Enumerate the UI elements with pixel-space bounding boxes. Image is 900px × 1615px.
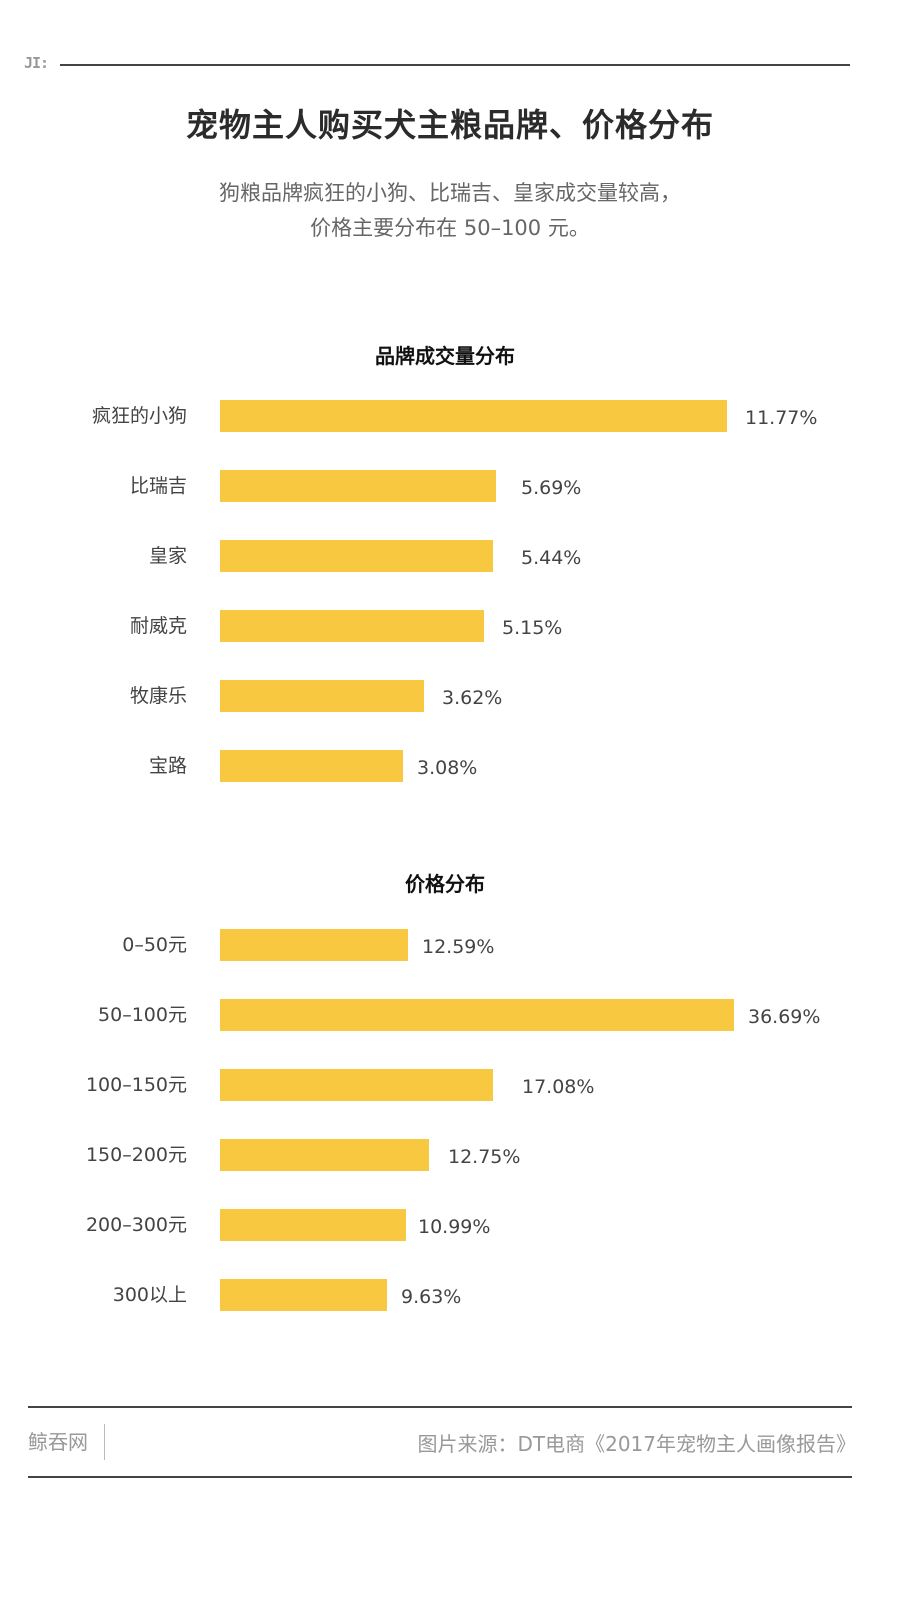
category-label: 牧康乐 <box>129 685 187 707</box>
page-title: 宠物主人购买犬主粮品牌、价格分布 <box>185 106 714 144</box>
bar <box>220 680 424 712</box>
footer-bottom-divider <box>28 1476 852 1478</box>
value-label: 11.77% <box>745 407 818 429</box>
category-label: 200–300元 <box>85 1214 187 1236</box>
chart-row: 疯狂的小狗 11.77% <box>0 400 900 432</box>
value-label: 5.69% <box>521 477 582 499</box>
bar <box>220 750 403 782</box>
chart-row: 150–200元 12.75% <box>0 1139 900 1171</box>
category-label: 宝路 <box>148 755 187 777</box>
bar <box>220 540 493 572</box>
chart-row: 皇家 5.44% <box>0 540 900 572</box>
value-label: 5.44% <box>521 547 582 569</box>
bar <box>220 400 727 432</box>
category-label: 50–100元 <box>98 1004 187 1026</box>
bar <box>220 1139 429 1171</box>
chart-row: 0–50元 12.59% <box>0 929 900 961</box>
brand-chart-title: 品牌成交量分布 <box>375 344 515 368</box>
bar <box>220 929 408 961</box>
value-label: 3.08% <box>417 757 478 779</box>
category-label: 耐威克 <box>129 615 187 637</box>
chart-row: 200–300元 10.99% <box>0 1209 900 1241</box>
category-label: 皇家 <box>148 545 187 567</box>
value-label: 3.62% <box>442 687 503 709</box>
footer-top-divider <box>28 1406 852 1408</box>
subtitle: 狗粮品牌疯狂的小狗、比瑞吉、皇家成交量较高， 价格主要分布在 50–100 元。 <box>0 176 900 246</box>
bar <box>220 1209 406 1241</box>
value-label: 36.69% <box>748 1006 821 1028</box>
value-label: 12.59% <box>422 936 495 958</box>
category-label: 150–200元 <box>85 1144 187 1166</box>
chart-row: 宝路 3.08% <box>0 750 900 782</box>
bar <box>220 999 734 1031</box>
category-label: 疯狂的小狗 <box>91 405 187 427</box>
chart-row: 50–100元 36.69% <box>0 999 900 1031</box>
bar <box>220 1279 387 1311</box>
value-label: 10.99% <box>418 1216 491 1238</box>
bar <box>220 1069 493 1101</box>
category-label: 100–150元 <box>85 1074 187 1096</box>
value-label: 17.08% <box>522 1076 595 1098</box>
footer-vertical-divider <box>104 1424 105 1460</box>
category-label: 0–50元 <box>122 934 187 956</box>
top-divider <box>60 64 850 66</box>
footer-source: 图片来源：DT电商《2017年宠物主人画像报告》 <box>417 1432 856 1456</box>
value-label: 9.63% <box>401 1286 462 1308</box>
subtitle-line-2: 价格主要分布在 50–100 元。 <box>310 216 590 240</box>
value-label: 5.15% <box>502 617 563 639</box>
footer-brand: 鲸吞网 <box>28 1430 88 1454</box>
chart-row: 比瑞吉 5.69% <box>0 470 900 502</box>
subtitle-line-1: 狗粮品牌疯狂的小狗、比瑞吉、皇家成交量较高， <box>219 181 681 205</box>
chart-row: 300以上 9.63% <box>0 1279 900 1311</box>
bar <box>220 610 484 642</box>
price-chart-title: 价格分布 <box>405 872 485 896</box>
chart-row: 100–150元 17.08% <box>0 1069 900 1101</box>
category-label: 比瑞吉 <box>129 475 187 497</box>
chart-row: 牧康乐 3.62% <box>0 680 900 712</box>
value-label: 12.75% <box>448 1146 521 1168</box>
chart-row: 耐威克 5.15% <box>0 610 900 642</box>
bar <box>220 470 496 502</box>
category-label: 300以上 <box>112 1284 187 1306</box>
logo: JI: <box>24 54 49 72</box>
